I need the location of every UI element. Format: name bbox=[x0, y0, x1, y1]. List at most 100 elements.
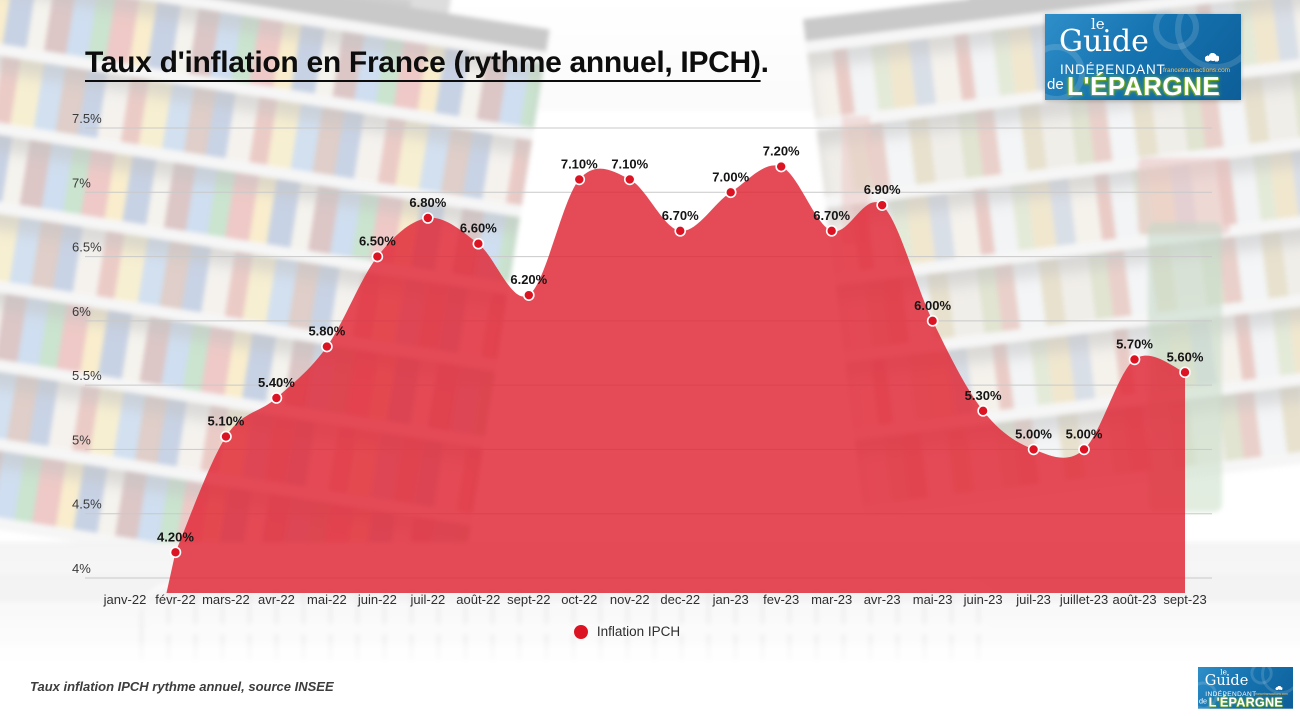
x-axis-tick-label: mai-22 bbox=[307, 592, 347, 607]
x-axis-tick-label: juin-22 bbox=[357, 592, 397, 607]
data-point-marker bbox=[1027, 443, 1040, 456]
x-axis-tick-label: août-23 bbox=[1112, 592, 1156, 607]
data-point-label: 5.00% bbox=[1066, 426, 1103, 441]
logo-site-url: francetransactions.com bbox=[1163, 67, 1231, 74]
logo-word-le: le bbox=[1091, 15, 1105, 33]
data-point-marker bbox=[169, 546, 182, 559]
data-point-label: 5.60% bbox=[1167, 349, 1204, 364]
data-point-marker bbox=[371, 250, 384, 263]
logo-word-independant: INDÉPENDANT bbox=[1205, 690, 1257, 698]
logo-circle-decoration bbox=[1250, 667, 1273, 685]
y-axis-tick-label: 7.5% bbox=[72, 111, 102, 126]
logo-background: le Guide INDÉPENDANT francetransactions.… bbox=[1045, 14, 1241, 100]
page-title-text: Taux d'inflation en France (rythme annue… bbox=[85, 46, 761, 79]
x-axis-tick-label: dec-22 bbox=[660, 592, 700, 607]
x-axis-tick-label: jan-23 bbox=[712, 592, 749, 607]
data-point-marker bbox=[1078, 443, 1090, 456]
y-axis-tick-label: 4% bbox=[72, 561, 91, 576]
chart-legend: Inflation IPCH bbox=[0, 624, 1254, 639]
logo-circle-decoration bbox=[1153, 14, 1199, 50]
data-point-marker bbox=[472, 237, 485, 250]
x-axis-tick-label: juin-23 bbox=[963, 592, 1003, 607]
y-axis-tick-label: 6% bbox=[72, 304, 91, 319]
x-axis-tick-label: mai-23 bbox=[913, 592, 953, 607]
data-point-label: 6.20% bbox=[510, 272, 547, 287]
x-axis-tick-label: juillet-23 bbox=[1059, 592, 1108, 607]
data-point-marker bbox=[825, 225, 838, 237]
x-axis-tick-label: fev-23 bbox=[763, 592, 799, 607]
data-point-label: 6.50% bbox=[359, 234, 396, 249]
logo-background: le Guide INDÉPENDANT francetransactions.… bbox=[1198, 667, 1293, 710]
x-axis-tick-label: juil-23 bbox=[1015, 592, 1051, 607]
data-point-label: 5.30% bbox=[965, 388, 1002, 403]
data-point-marker bbox=[270, 392, 283, 404]
data-point-label: 7.00% bbox=[712, 169, 749, 184]
data-point-marker bbox=[1179, 366, 1191, 379]
data-point-label: 7.10% bbox=[561, 156, 598, 171]
data-point-marker bbox=[977, 405, 989, 417]
logo-word-guide: Guide bbox=[1059, 24, 1149, 59]
data-point-marker bbox=[1128, 353, 1141, 366]
data-point-marker bbox=[623, 173, 636, 186]
logo-word-guide: Guide bbox=[1204, 671, 1249, 689]
x-axis-tick-label: nov-22 bbox=[610, 592, 650, 607]
logo-word-epargne: L'ÉPARGNE bbox=[1208, 694, 1283, 710]
y-axis-tick-label: 5% bbox=[72, 432, 91, 447]
data-point-label: 6.70% bbox=[662, 208, 699, 223]
data-point-marker bbox=[926, 315, 939, 327]
logo-word-de: de bbox=[1198, 697, 1208, 706]
data-point-label: 6.00% bbox=[914, 298, 951, 313]
data-point-marker bbox=[523, 289, 535, 301]
guide-epargne-logo: le Guide INDÉPENDANT francetransactions.… bbox=[1045, 14, 1241, 100]
data-point-label: 5.80% bbox=[308, 324, 345, 339]
legend-label: Inflation IPCH bbox=[596, 624, 681, 639]
logo-word-de: de bbox=[1047, 76, 1064, 93]
data-point-label: 6.80% bbox=[409, 195, 446, 210]
logo-circle-decoration bbox=[1198, 681, 1218, 710]
logo-word-independant: INDÉPENDANT bbox=[1060, 62, 1166, 77]
x-axis-tick-label: sept-22 bbox=[507, 592, 550, 607]
data-point-label: 5.70% bbox=[1116, 336, 1153, 351]
mascot-icon bbox=[1274, 685, 1283, 691]
data-point-marker bbox=[573, 173, 586, 186]
logo-site-url: francetransactions.com bbox=[1255, 692, 1288, 697]
data-point-label: 5.00% bbox=[1015, 426, 1052, 441]
logo-circle-decoration bbox=[1045, 44, 1085, 100]
data-point-label: 7.20% bbox=[763, 144, 800, 159]
data-point-marker bbox=[876, 199, 888, 211]
data-point-label: 5.10% bbox=[208, 414, 245, 429]
x-axis-tick-label: mar-23 bbox=[811, 592, 852, 607]
data-point-label: 5.40% bbox=[258, 375, 295, 390]
data-point-label: 6.60% bbox=[460, 221, 497, 236]
logo-word-epargne: L'ÉPARGNE bbox=[1067, 71, 1221, 100]
x-axis-tick-label: oct-22 bbox=[561, 592, 597, 607]
x-axis-tick-label: avr-23 bbox=[864, 592, 901, 607]
mascot-icon bbox=[1203, 52, 1219, 63]
data-point-marker bbox=[422, 212, 434, 224]
y-axis-tick-label: 6.5% bbox=[72, 240, 102, 255]
x-axis-tick-label: janv-22 bbox=[103, 592, 147, 607]
page-title-period: . bbox=[760, 46, 769, 79]
data-point-label: 7.10% bbox=[611, 156, 648, 171]
data-point-marker bbox=[674, 225, 687, 237]
x-axis-tick-label: févr-22 bbox=[155, 592, 195, 607]
data-point-label: 6.90% bbox=[864, 182, 901, 197]
y-axis-tick-label: 4.5% bbox=[72, 497, 102, 512]
x-axis-tick-label: juil-22 bbox=[410, 592, 446, 607]
x-axis-tick-label: août-22 bbox=[456, 592, 500, 607]
source-note: Taux inflation IPCH rythme annuel, sourc… bbox=[30, 679, 334, 694]
data-point-marker bbox=[775, 160, 787, 173]
data-point-marker bbox=[220, 430, 232, 443]
data-point-marker bbox=[321, 340, 333, 353]
x-axis-tick-label: sept-23 bbox=[1163, 592, 1206, 607]
area-series-inflation bbox=[166, 165, 1185, 593]
legend-marker-icon bbox=[573, 624, 588, 639]
x-axis-tick-label: mars-22 bbox=[202, 592, 250, 607]
y-axis-tick-label: 5.5% bbox=[72, 368, 102, 383]
logo-word-le: le bbox=[1220, 667, 1227, 677]
guide-epargne-logo-small: le Guide INDÉPENDANT francetransactions.… bbox=[1198, 667, 1293, 710]
y-axis-tick-label: 7% bbox=[72, 175, 91, 190]
data-point-marker bbox=[724, 186, 737, 199]
